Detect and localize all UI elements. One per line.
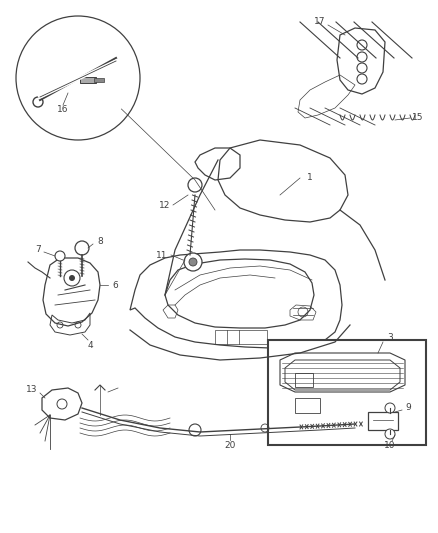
Circle shape (16, 16, 140, 140)
Text: 20: 20 (224, 440, 236, 449)
Bar (80, 77, 96, 83)
Bar (368, 412, 398, 430)
Text: 17: 17 (314, 18, 326, 27)
Text: 11: 11 (156, 251, 168, 260)
Circle shape (69, 275, 75, 281)
Circle shape (189, 258, 197, 266)
Text: 15: 15 (412, 114, 424, 123)
Text: 16: 16 (57, 106, 69, 115)
Circle shape (184, 253, 202, 271)
Circle shape (357, 63, 367, 73)
Bar (215, 330, 267, 344)
Text: 9: 9 (405, 403, 411, 413)
Text: 10: 10 (384, 440, 396, 449)
Circle shape (55, 251, 65, 261)
Bar (295, 398, 320, 413)
Circle shape (357, 52, 367, 62)
Circle shape (357, 40, 367, 50)
Circle shape (188, 178, 202, 192)
Circle shape (357, 74, 367, 84)
Circle shape (75, 241, 89, 255)
Circle shape (33, 97, 43, 107)
Text: 1: 1 (307, 174, 313, 182)
Text: 6: 6 (112, 280, 118, 289)
Bar (295, 373, 313, 387)
Bar (268, 340, 426, 445)
Text: 13: 13 (26, 385, 38, 394)
Bar (94, 78, 104, 82)
Text: 7: 7 (35, 246, 41, 254)
Text: 12: 12 (159, 200, 171, 209)
Text: 3: 3 (387, 334, 393, 343)
Text: 4: 4 (87, 341, 93, 350)
Circle shape (385, 403, 395, 413)
Text: 8: 8 (97, 238, 103, 246)
Circle shape (385, 429, 395, 439)
